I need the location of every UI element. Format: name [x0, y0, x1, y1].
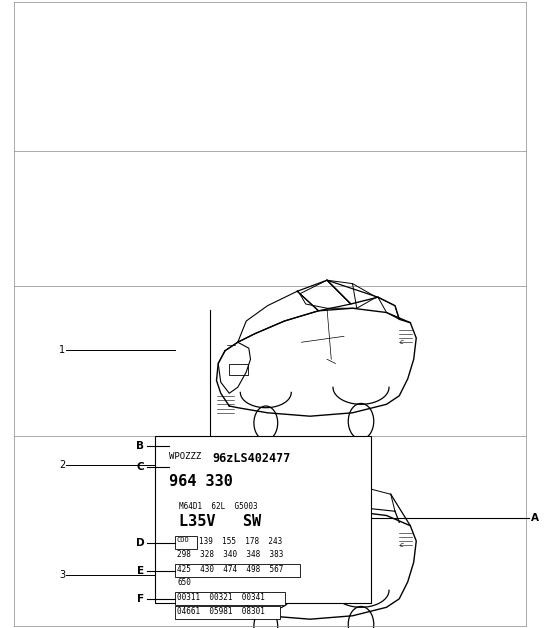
Text: 04661  05981  08301: 04661 05981 08301 [177, 607, 265, 617]
Text: 96zLS402477: 96zLS402477 [213, 452, 290, 465]
Text: WPOZZZ: WPOZZZ [169, 452, 213, 462]
Bar [229, 566, 248, 578]
Text: 00311  00321  00341: 00311 00321 00341 [177, 593, 265, 602]
Bar [155, 436, 371, 603]
Text: c: c [400, 542, 404, 548]
Text: A: A [531, 514, 539, 524]
Text: 1: 1 [59, 345, 65, 355]
Text: 139  155  178  243: 139 155 178 243 [199, 538, 282, 546]
Text: 2: 2 [59, 460, 65, 470]
Text: D: D [136, 538, 144, 548]
Text: C: C [137, 462, 144, 472]
Text: F: F [137, 595, 144, 605]
Bar [175, 536, 197, 550]
Text: E: E [137, 566, 144, 577]
Text: M64D1  62L  G5003: M64D1 62L G5003 [179, 502, 258, 511]
Text: 3: 3 [59, 570, 65, 580]
Bar [175, 607, 280, 619]
Bar [175, 592, 286, 605]
Text: L35V   SW: L35V SW [179, 514, 262, 529]
Text: 650: 650 [177, 578, 191, 587]
Text: COO: COO [177, 538, 189, 543]
Text: 425  430  474  498  567: 425 430 474 498 567 [177, 565, 284, 575]
Bar [229, 364, 248, 376]
Bar [175, 565, 300, 578]
Text: 964 330: 964 330 [169, 475, 233, 489]
Text: c: c [400, 339, 404, 345]
Text: B: B [136, 441, 144, 452]
Text: 298  328  340  348  383: 298 328 340 348 383 [177, 551, 284, 560]
